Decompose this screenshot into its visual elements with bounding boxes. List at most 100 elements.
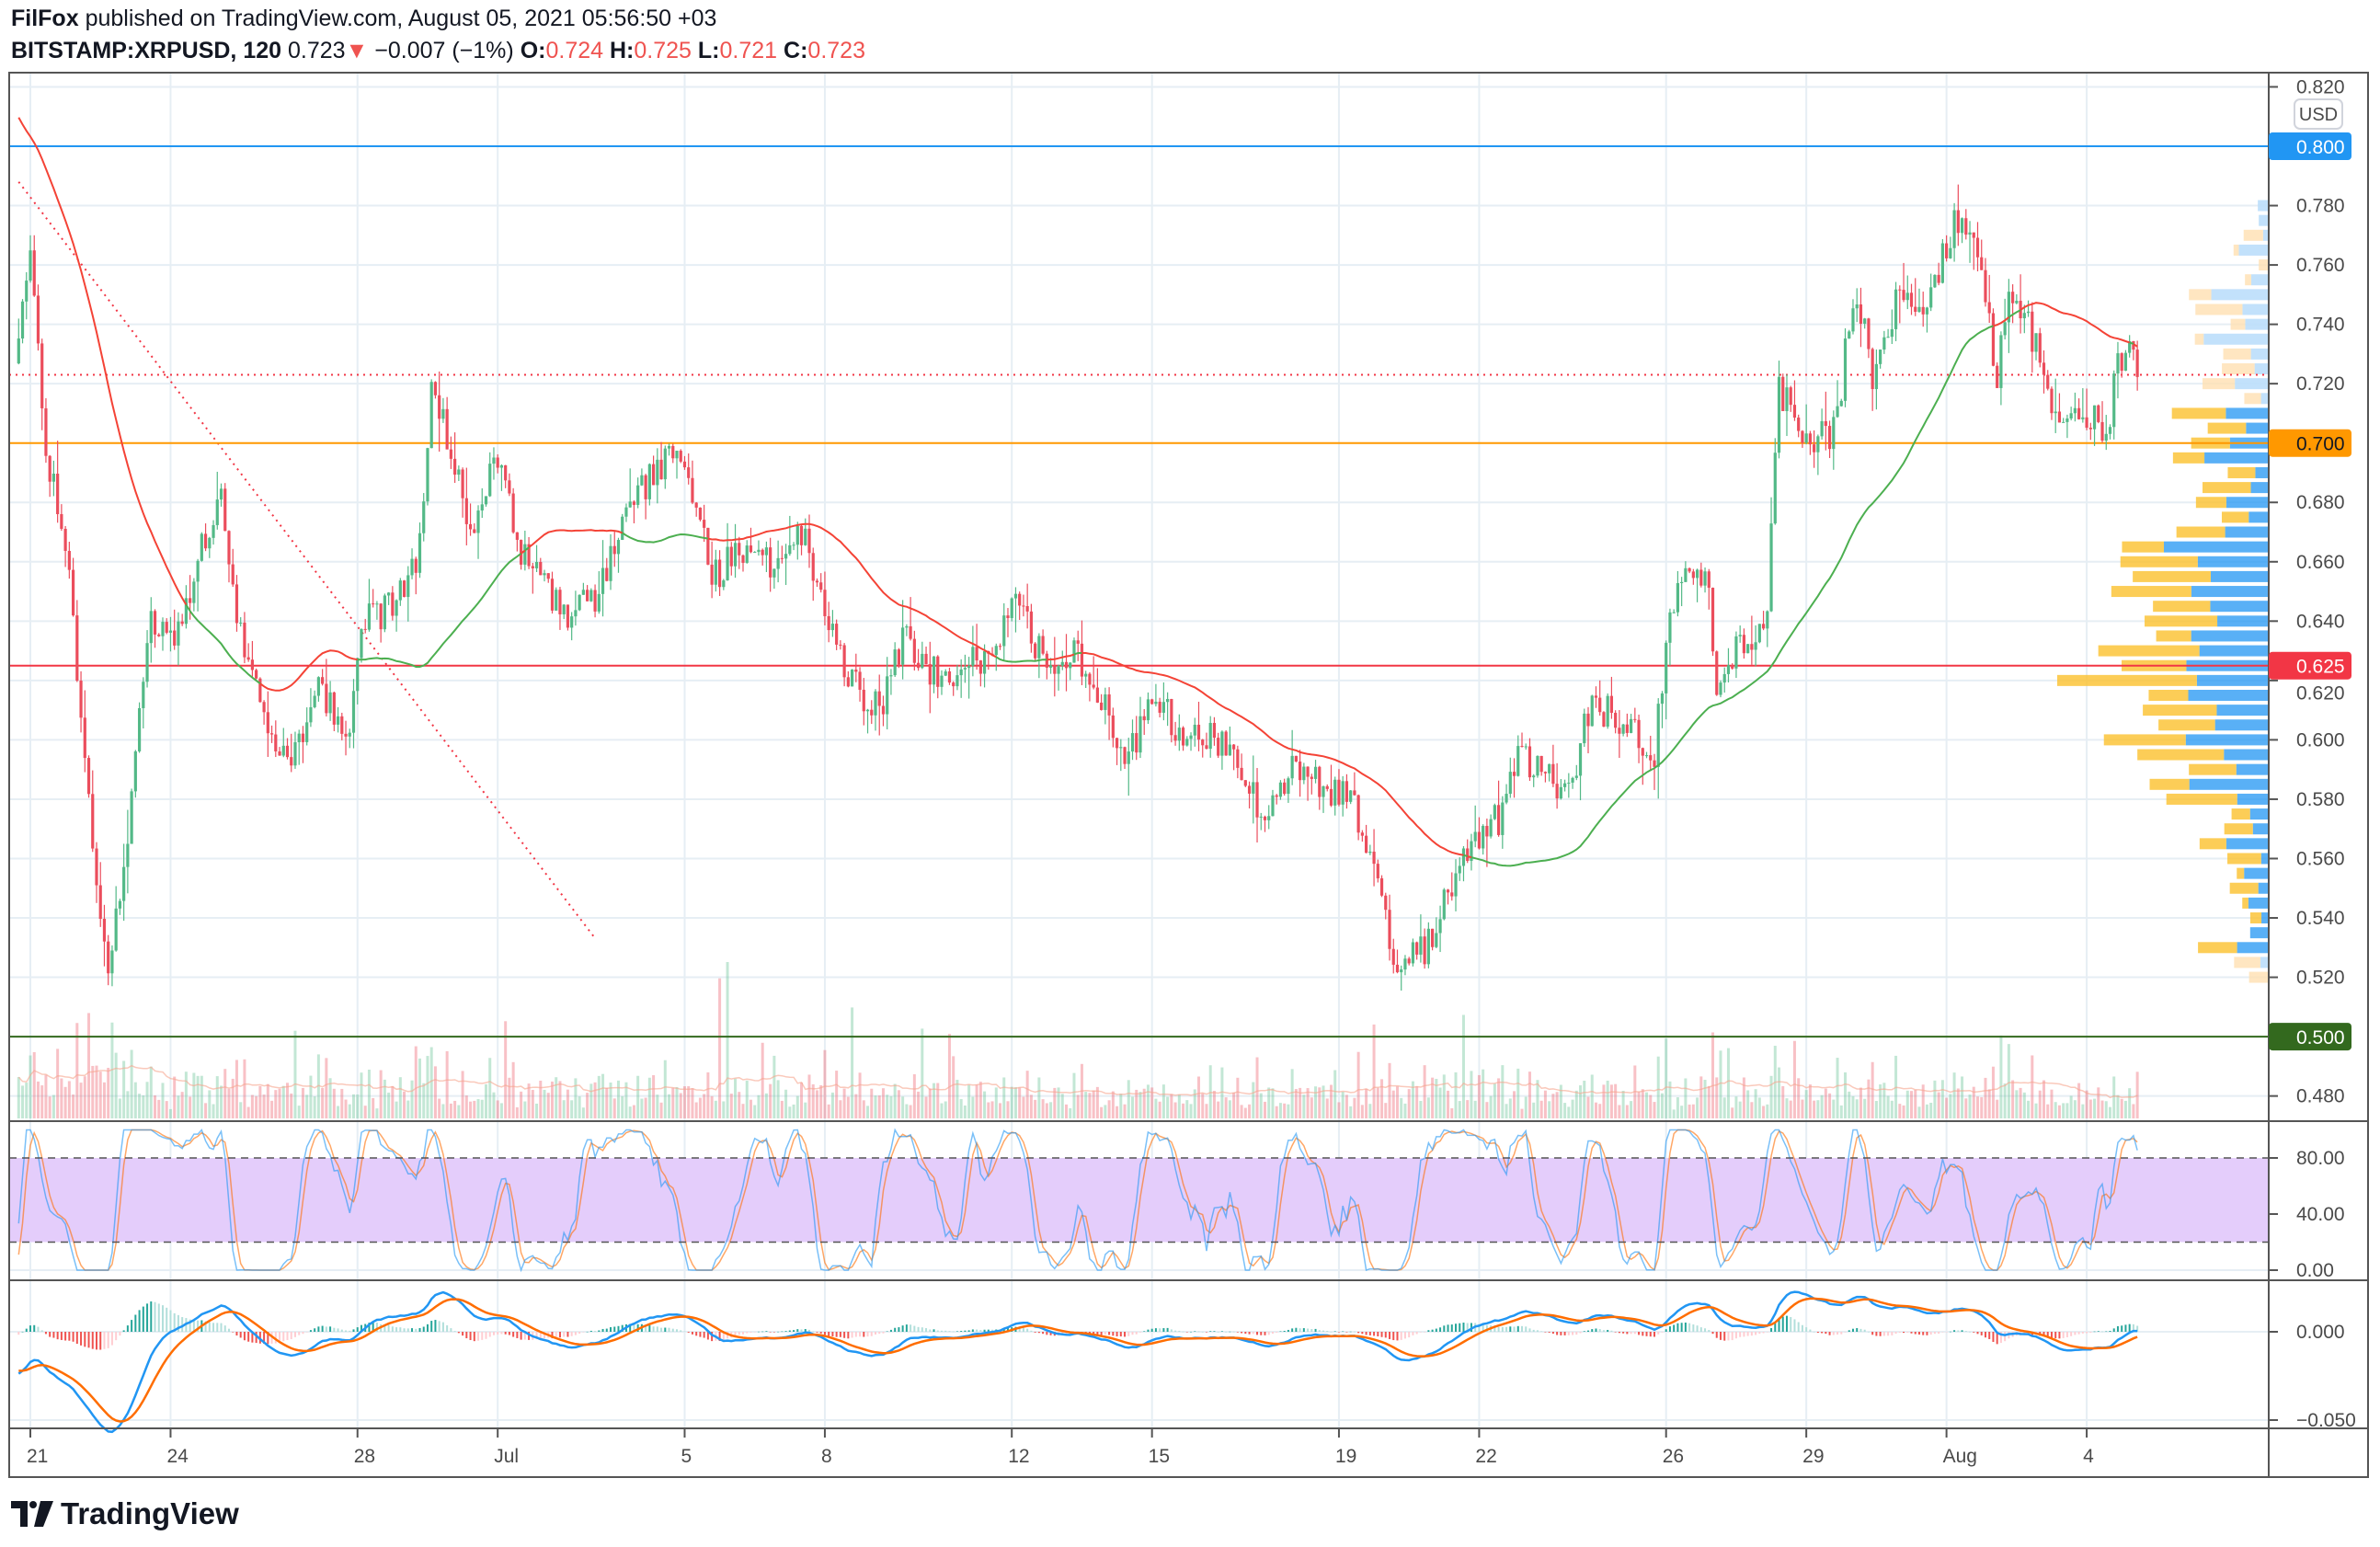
macd-histogram-bar: [146, 1303, 149, 1332]
macd-histogram-bar: [1575, 1332, 1578, 1335]
candle-body: [1980, 257, 1984, 270]
currency-badge[interactable]: USD: [2294, 98, 2343, 130]
macd-histogram-bar: [2042, 1332, 2045, 1337]
volume-bar: [1069, 1107, 1072, 1118]
candle-body: [173, 630, 177, 646]
candle-body: [255, 670, 258, 679]
candle-body: [133, 751, 137, 792]
tradingview-logo[interactable]: TradingView: [11, 1496, 239, 1531]
macd-histogram-bar: [1528, 1328, 1531, 1332]
macd-histogram-bar: [671, 1328, 674, 1332]
candle-body: [1454, 873, 1458, 897]
macd-histogram-bar: [2121, 1325, 2123, 1332]
horizontal-levels[interactable]: [9, 145, 2269, 1038]
macd-histogram-bar: [1532, 1329, 1535, 1332]
macd-histogram-bar: [1408, 1332, 1411, 1338]
volume-bar: [2120, 1098, 2123, 1118]
time-axis-label: 15: [1149, 1446, 1170, 1467]
candle-body: [811, 553, 815, 581]
volume-bar: [1158, 1101, 1161, 1118]
macd-histogram-bar: [1482, 1324, 1484, 1332]
macd-histogram-bar: [126, 1325, 129, 1332]
volume-bar: [1022, 1096, 1025, 1118]
volume-bar: [161, 1083, 165, 1118]
volume-profile-down-bar: [2242, 897, 2248, 909]
macd-histogram-bar: [1256, 1332, 1259, 1335]
candle-body: [1477, 831, 1482, 849]
candle-body: [830, 624, 835, 631]
macd-histogram-bar: [1330, 1331, 1333, 1333]
candle-body: [1820, 420, 1824, 437]
candle-body: [344, 733, 348, 737]
candle-body: [1625, 724, 1629, 733]
macd-histogram-bar: [2004, 1332, 2007, 1342]
macd-histogram-bar: [589, 1330, 592, 1332]
volume-bar: [107, 1067, 110, 1118]
price-axis-label: 0.780: [2296, 196, 2345, 217]
symbol-name[interactable]: BITSTAMP:XRPUSD, 120: [11, 38, 282, 63]
macd-histogram-bar: [1665, 1329, 1667, 1332]
macd-histogram-bar: [446, 1324, 449, 1332]
macd-histogram-bar: [1447, 1324, 1449, 1332]
macd-histogram-bar: [1470, 1323, 1472, 1332]
candle-body: [1863, 318, 1867, 324]
volume-bar: [1905, 1090, 1909, 1118]
volume-bar: [2057, 1105, 2061, 1118]
candle-body: [1520, 746, 1524, 748]
volume-bar: [1217, 1101, 1220, 1118]
volume-bar: [952, 1056, 955, 1118]
macd-histogram-bar: [1587, 1330, 1589, 1332]
volume-bar: [726, 962, 729, 1118]
candle-body: [1267, 816, 1271, 820]
candle-body: [823, 590, 827, 616]
volume-bar: [204, 1103, 208, 1118]
candle-body: [285, 745, 290, 758]
macd-histogram-bar: [189, 1319, 191, 1332]
macd-histogram-bar: [913, 1325, 916, 1332]
volume-bar: [959, 1098, 963, 1118]
volume-bar: [511, 1061, 515, 1118]
volume-bar: [1426, 1097, 1430, 1118]
macd-histogram-bar: [1287, 1329, 1289, 1332]
macd-histogram-bar: [793, 1330, 795, 1332]
moving-average-line: [1073, 652, 1082, 656]
volume-bar: [95, 1065, 98, 1118]
macd-histogram-bar: [664, 1327, 667, 1332]
volume-bar: [118, 1098, 121, 1118]
author-name[interactable]: FilFox: [11, 6, 79, 31]
price-axis-label: 0.580: [2296, 789, 2345, 810]
volume-bar: [523, 1101, 527, 1118]
candle-body: [1333, 779, 1337, 806]
volume-bar: [508, 1077, 511, 1118]
volume-bar: [32, 1051, 36, 1118]
macd-histogram-bar: [1976, 1332, 1979, 1335]
macd-histogram-bar: [1150, 1328, 1153, 1332]
volume-bar: [1567, 1106, 1571, 1118]
macd-axis-label: 0.000: [2296, 1322, 2345, 1343]
macd-histogram-bar: [1525, 1326, 1528, 1332]
candle-body: [597, 593, 601, 612]
candle-body: [1653, 760, 1656, 767]
macd-histogram-bar: [1497, 1326, 1500, 1332]
axes[interactable]: 0.8200.7800.7600.7400.7200.6800.6600.640…: [27, 76, 2356, 1467]
macd-histogram-bar: [1365, 1332, 1367, 1335]
macd-histogram-bar: [1953, 1330, 1956, 1332]
candle-body: [659, 459, 663, 480]
candle-body: [1150, 699, 1154, 705]
volume-bar: [539, 1080, 543, 1118]
macd-line: [17, 1290, 2138, 1434]
macd-histogram-bar: [808, 1329, 810, 1332]
macd-histogram-bar: [1922, 1332, 1925, 1335]
candle-body: [1278, 782, 1283, 797]
volume-bar: [978, 1082, 982, 1118]
macd-histogram-bar: [781, 1331, 784, 1333]
candle-body: [1917, 306, 1921, 312]
candle-body: [480, 504, 484, 511]
volume-bar: [480, 1099, 484, 1118]
macd-histogram-bar: [976, 1329, 978, 1332]
macd-histogram-bar: [169, 1310, 172, 1332]
candle-body: [1668, 612, 1672, 643]
candle-body: [1158, 701, 1161, 713]
macd-histogram-bar: [1513, 1326, 1516, 1332]
